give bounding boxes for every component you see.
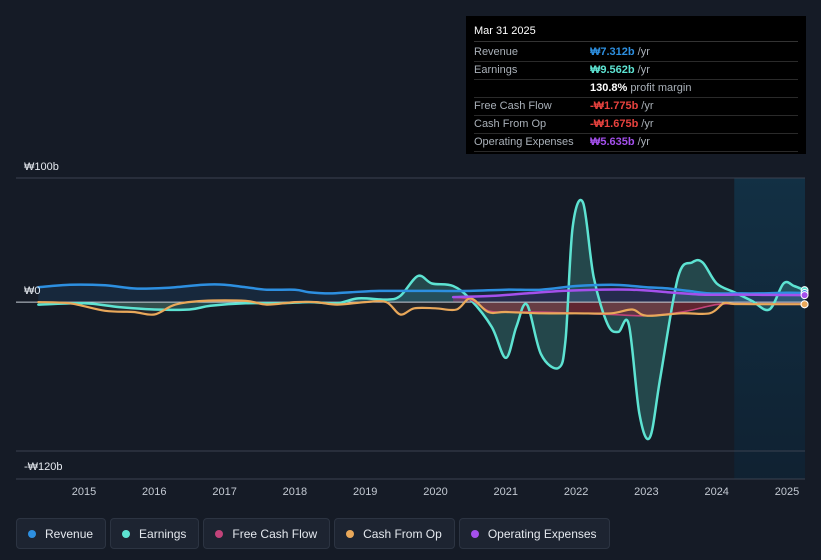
legend-dot-icon [346,529,355,538]
tooltip-value: ₩7.312b [590,46,635,58]
marker-operating-expenses [800,291,809,300]
tooltip-label: Earnings [474,64,518,76]
financial-chart: ₩100b ₩0 -₩120b 2015 2016 2017 2018 2019 2020 20… [16,161,809,498]
tooltip-row-earnings: Earnings ₩9.562b /yr [474,62,798,80]
x-tick-label: 2023 [634,486,658,498]
y-tick-label: -₩120b [24,461,63,473]
line-operating-expenses [451,288,806,299]
y-tick-label: ₩0 [24,285,41,297]
legend-dot-icon [215,529,224,538]
tooltip-label: Free Cash Flow [474,100,552,112]
tooltip-value: ₩9.562b [590,64,635,76]
legend-item-earnings[interactable]: Earnings [110,518,200,549]
legend-dot-icon [470,529,479,538]
legend-item-cash-from-op[interactable]: Cash From Op [334,518,455,549]
marker-cash-from-op [800,300,809,309]
tooltip-value: 130.8% [590,82,628,94]
legend-dot-icon [122,529,131,538]
x-tick-label: 2022 [564,486,588,498]
tooltip-panel: Mar 31 2025 Revenue ₩7.312b /yr Earnings… [466,16,806,154]
tooltip-unit: /yr [637,64,650,76]
tooltip-unit: /yr [641,118,654,130]
x-tick-label: 2016 [142,486,166,498]
tooltip-label: Cash From Op [474,118,547,130]
tooltip-row-profit-margin: 130.8% profit margin [474,80,798,98]
tooltip-value: -₩1.775b [590,100,639,112]
x-tick-label: 2015 [72,486,96,498]
tooltip-row-operating-expenses: Operating Expenses ₩5.635b /yr [474,134,798,152]
tooltip-row-free-cash-flow: Free Cash Flow -₩1.775b /yr [474,98,798,116]
legend-label: Earnings [139,526,187,541]
x-tick-label: 2019 [353,486,377,498]
tooltip-unit: profit margin [630,82,692,94]
line-revenue [37,283,806,295]
legend-item-operating-expenses[interactable]: Operating Expenses [458,518,610,549]
area-free-cash-flow [453,297,805,316]
x-tick-label: 2021 [494,486,518,498]
x-tick-label: 2020 [423,486,447,498]
tooltip-value: ₩5.635b [590,136,635,148]
line-cash-from-op [37,297,806,317]
legend-item-free-cash-flow[interactable]: Free Cash Flow [203,518,331,549]
x-tick-label: 2017 [212,486,236,498]
tooltip-row-cash-from-op: Cash From Op -₩1.675b /yr [474,116,798,134]
chart-legend: Revenue Earnings Free Cash Flow Cash Fro… [16,518,610,549]
legend-label: Operating Expenses [487,526,597,541]
tooltip-label: Operating Expenses [474,136,574,148]
legend-dot-icon [28,529,36,538]
legend-label: Revenue [45,526,94,541]
area-earnings [38,199,805,440]
tooltip-label [474,80,590,97]
tooltip-unit: /yr [641,100,654,112]
y-tick-label: ₩100b [24,161,59,173]
tooltip-unit: /yr [637,136,650,148]
forecast-shading [734,178,805,479]
tooltip-label: Revenue [474,46,519,58]
legend-item-revenue[interactable]: Revenue [16,518,107,549]
line-earnings [37,198,806,441]
tooltip-value: -₩1.675b [590,118,639,130]
tooltip-date: Mar 31 2025 [474,24,798,42]
tooltip-row-revenue: Revenue ₩7.312b /yr [474,44,798,62]
x-tick-label: 2025 [775,486,799,498]
x-tick-label: 2018 [283,486,307,498]
legend-label: Free Cash Flow [232,526,318,541]
tooltip-unit: /yr [637,46,650,58]
legend-label: Cash From Op [363,526,442,541]
x-tick-label: 2024 [704,486,728,498]
